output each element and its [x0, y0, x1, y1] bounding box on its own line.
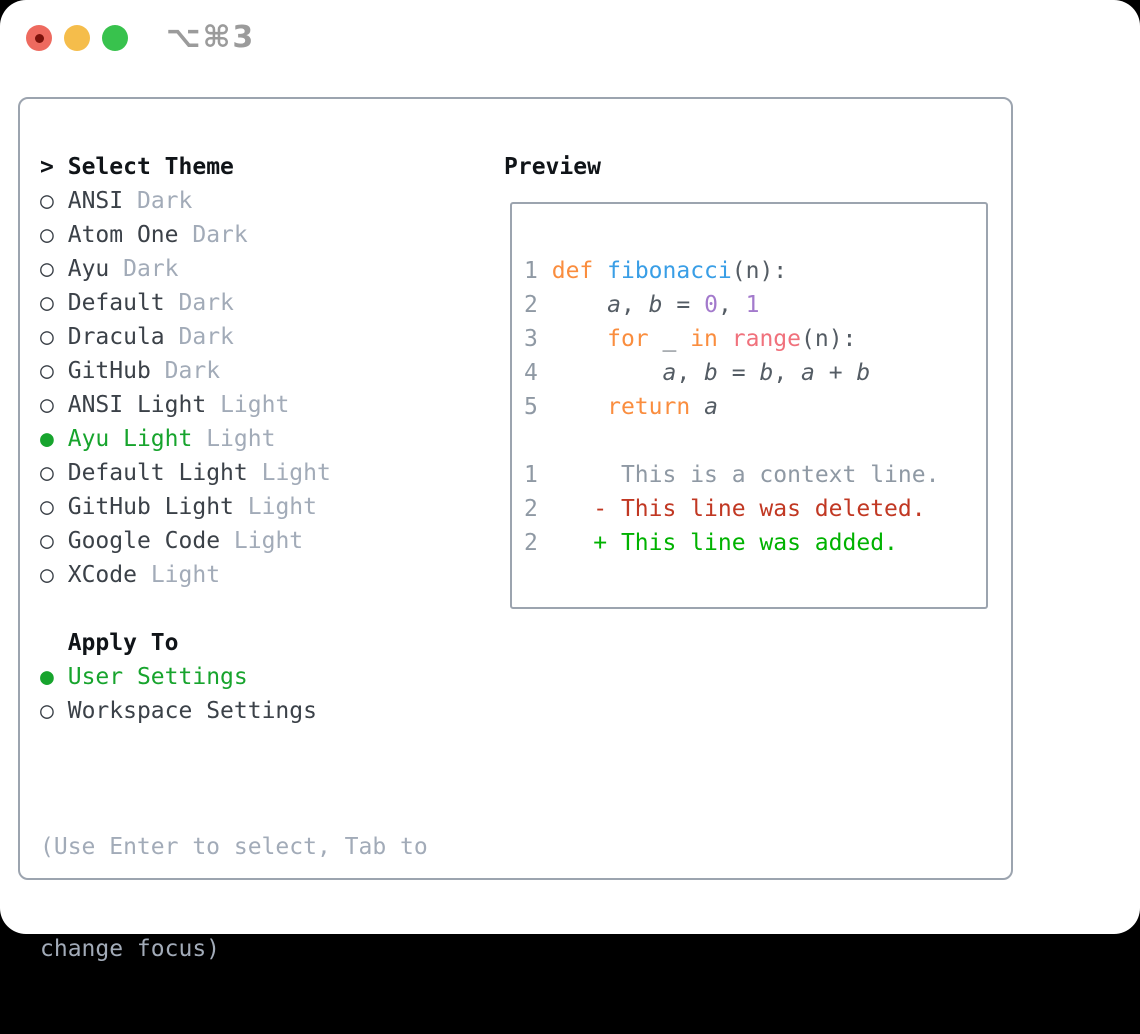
- theme-name: Default Light: [68, 460, 248, 486]
- left-column: > Select Theme ○ ANSI Dark○ Atom One Dar…: [40, 150, 428, 1034]
- theme-item-atom-one-dark[interactable]: ○ Atom One Dark: [40, 218, 428, 252]
- radio-empty-icon: ○: [40, 256, 54, 282]
- radio-empty-icon: ○: [40, 698, 54, 724]
- radio-empty-icon: ○: [40, 392, 54, 418]
- theme-variant-tag: Light: [151, 562, 220, 588]
- theme-name: Dracula: [68, 324, 165, 350]
- theme-variant-tag: Light: [234, 528, 303, 554]
- spacer: [40, 592, 428, 626]
- code-line: 4 a, b = b, a + b: [524, 356, 986, 390]
- theme-name: GitHub: [68, 358, 151, 384]
- apply-options: ● User Settings○ Workspace Settings: [40, 660, 428, 728]
- theme-name: Atom One: [68, 222, 179, 248]
- diff-added-line: 2 + This line was added.: [524, 526, 986, 560]
- radio-empty-icon: ○: [40, 494, 54, 520]
- theme-item-xcode-light[interactable]: ○ XCode Light: [40, 558, 428, 592]
- apply-option-workspace-settings[interactable]: ○ Workspace Settings: [40, 694, 428, 728]
- radio-empty-icon: ○: [40, 188, 54, 214]
- theme-item-ayu-dark[interactable]: ○ Ayu Dark: [40, 252, 428, 286]
- select-theme-header: > Select Theme: [40, 150, 428, 184]
- radio-empty-icon: ○: [40, 358, 54, 384]
- diff-context-line: 1 This is a context line.: [524, 458, 986, 492]
- help-line-2: change focus): [40, 932, 428, 966]
- radio-empty-icon: ○: [40, 562, 54, 588]
- help-text: (Use Enter to select, Tab to change focu…: [40, 762, 428, 1034]
- theme-item-ayu-light-light[interactable]: ● Ayu Light Light: [40, 422, 428, 456]
- theme-variant-tag: Light: [248, 494, 317, 520]
- radio-selected-icon: ●: [40, 664, 54, 690]
- close-dot-icon: [35, 34, 44, 43]
- theme-variant-tag: Dark: [137, 188, 192, 214]
- app-window: ⌥⌘3 > Select Theme ○ ANSI Dark○ Atom One…: [0, 0, 1140, 934]
- theme-variant-tag: Dark: [179, 290, 234, 316]
- zoom-button[interactable]: [102, 25, 128, 51]
- apply-option-user-settings[interactable]: ● User Settings: [40, 660, 428, 694]
- blank-line: [524, 424, 986, 458]
- theme-selector-panel: > Select Theme ○ ANSI Dark○ Atom One Dar…: [18, 97, 1013, 880]
- radio-empty-icon: ○: [40, 222, 54, 248]
- theme-name: ANSI: [68, 188, 123, 214]
- theme-item-github-dark[interactable]: ○ GitHub Dark: [40, 354, 428, 388]
- theme-item-google-code-light[interactable]: ○ Google Code Light: [40, 524, 428, 558]
- traffic-lights: [26, 25, 128, 51]
- theme-name: GitHub Light: [68, 494, 234, 520]
- theme-variant-tag: Light: [262, 460, 331, 486]
- code-line: 2 a, b = 0, 1: [524, 288, 986, 322]
- code-line: 1 def fibonacci(n):: [524, 254, 986, 288]
- theme-variant-tag: Light: [206, 426, 275, 452]
- code-line: 5 return a: [524, 390, 986, 424]
- help-line-1: (Use Enter to select, Tab to: [40, 830, 428, 864]
- diff-deleted-line: 2 - This line was deleted.: [524, 492, 986, 526]
- preview-title: Preview: [504, 150, 601, 184]
- theme-variant-tag: Dark: [123, 256, 178, 282]
- theme-variant-tag: Dark: [179, 324, 234, 350]
- theme-list: ○ ANSI Dark○ Atom One Dark○ Ayu Dark○ De…: [40, 184, 428, 592]
- theme-name: Ayu: [68, 256, 110, 282]
- radio-selected-icon: ●: [40, 426, 54, 452]
- radio-empty-icon: ○: [40, 324, 54, 350]
- theme-name: Ayu Light: [68, 426, 193, 452]
- theme-item-ansi-dark[interactable]: ○ ANSI Dark: [40, 184, 428, 218]
- theme-name: ANSI Light: [68, 392, 206, 418]
- theme-item-dracula-dark[interactable]: ○ Dracula Dark: [40, 320, 428, 354]
- theme-item-github-light-light[interactable]: ○ GitHub Light Light: [40, 490, 428, 524]
- theme-name: XCode: [68, 562, 137, 588]
- radio-empty-icon: ○: [40, 528, 54, 554]
- theme-name: Default: [68, 290, 165, 316]
- close-button[interactable]: [26, 25, 52, 51]
- apply-option-label: Workspace Settings: [68, 698, 317, 724]
- apply-to-header: Apply To: [40, 626, 428, 660]
- spacer: [40, 728, 428, 762]
- radio-empty-icon: ○: [40, 290, 54, 316]
- apply-option-label: User Settings: [68, 664, 248, 690]
- theme-variant-tag: Dark: [165, 358, 220, 384]
- theme-variant-tag: Dark: [192, 222, 247, 248]
- prompt-icon: >: [40, 154, 54, 180]
- radio-empty-icon: ○: [40, 460, 54, 486]
- theme-variant-tag: Light: [220, 392, 289, 418]
- theme-item-ansi-light-light[interactable]: ○ ANSI Light Light: [40, 388, 428, 422]
- code-line: 3 for _ in range(n):: [524, 322, 986, 356]
- window-title: ⌥⌘3: [166, 20, 255, 55]
- theme-item-default-light-light[interactable]: ○ Default Light Light: [40, 456, 428, 490]
- theme-item-default-dark[interactable]: ○ Default Dark: [40, 286, 428, 320]
- select-theme-title: Select Theme: [68, 154, 234, 180]
- theme-name: Google Code: [68, 528, 220, 554]
- minimize-button[interactable]: [64, 25, 90, 51]
- apply-to-title: Apply To: [68, 630, 179, 656]
